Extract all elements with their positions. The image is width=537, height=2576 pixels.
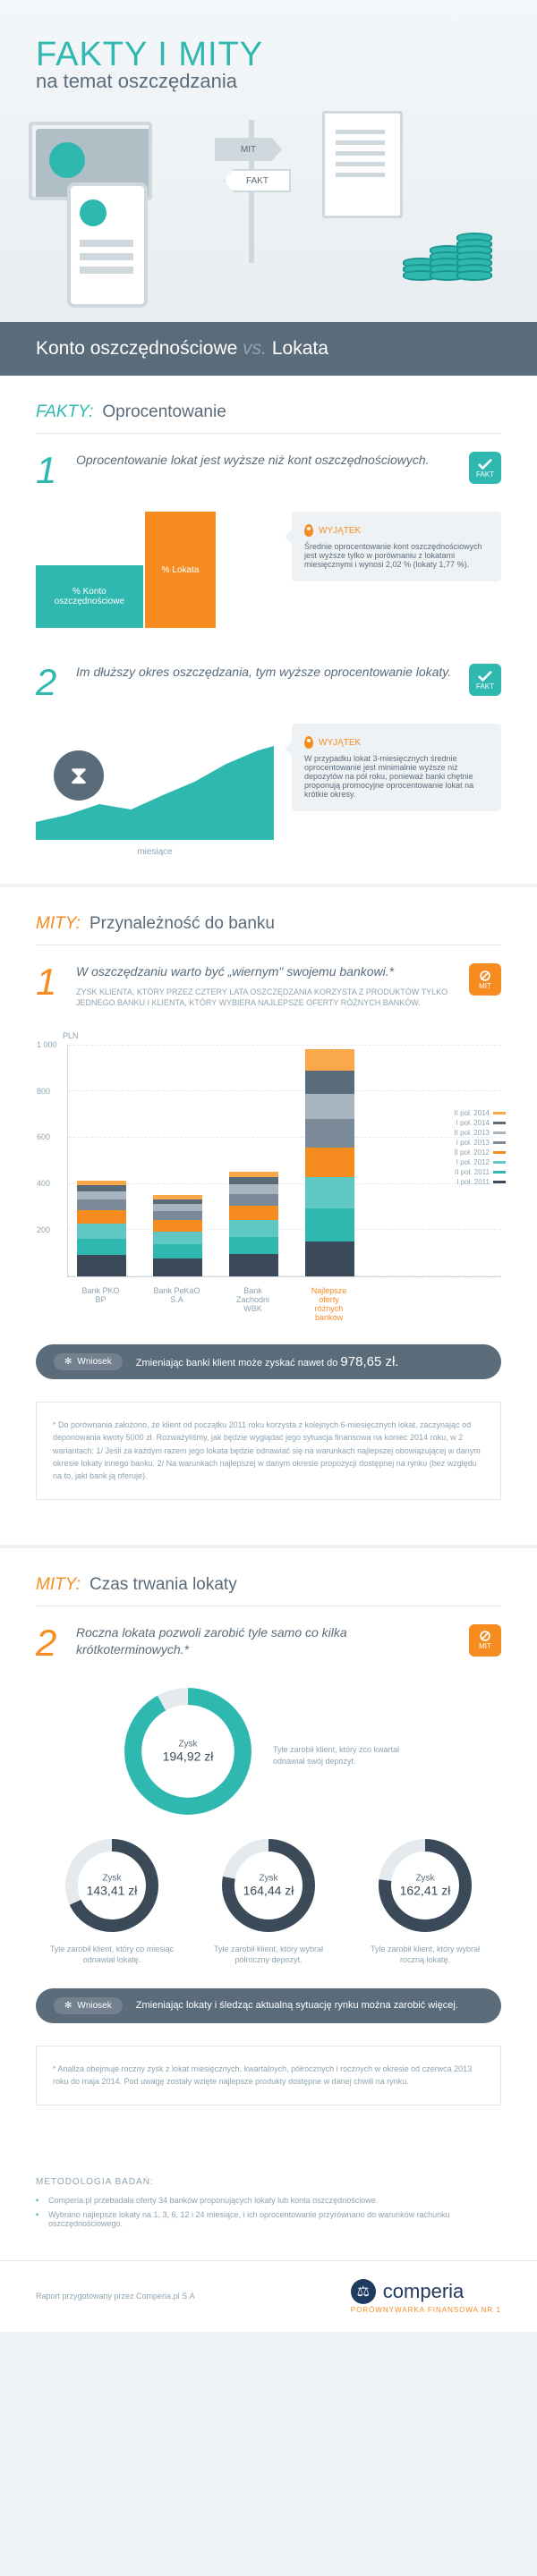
wniosek-2: ✻ Wniosek Zmieniając lokaty i śledząc ak… — [36, 1988, 501, 2023]
x-axis-label: miesiące — [36, 847, 274, 857]
mit-text: Roczna lokata pozwoli zarobić tyle samo … — [76, 1624, 456, 1662]
fact-number: 1 — [36, 452, 63, 489]
pin-icon — [304, 524, 313, 537]
donut-big: Zysk194,92 zł — [121, 1684, 255, 1818]
wniosek-label: ✻ Wniosek — [54, 1997, 123, 2014]
fact-2: 2 Im dłuższy okres oszczędzania, tym wyż… — [36, 664, 501, 701]
vs-right: Lokata — [272, 338, 328, 359]
note-1: * Do porównania założono, że klient od p… — [36, 1402, 501, 1500]
fact-number: 2 — [36, 664, 63, 701]
chart-area: miesiące WYJĄTEK W przypadku lokat 3-mie… — [36, 724, 501, 857]
subtitle: na temat oszczędzania — [36, 70, 501, 93]
mit-text: W oszczędzaniu warto być „wiernym" swoje… — [76, 963, 456, 1009]
scales-icon: ⚖ — [351, 2279, 376, 2304]
mit-badge: MIT — [469, 1624, 501, 1657]
section-title-mity1: MITY: Przynależność do banku — [36, 914, 501, 945]
mit-number: 1 — [36, 963, 63, 1009]
wniosek-1: ✻ Wniosek Zmieniając banki klient może z… — [36, 1344, 501, 1379]
vs-bar: Konto oszczędnościowe vs. Lokata — [0, 322, 537, 376]
brand-bar: Raport przygotowany przez Comperia.pl S.… — [0, 2260, 537, 2332]
pin-icon — [304, 736, 313, 749]
area-chart — [36, 733, 274, 840]
bar-konto: % Konto oszczędnościowe — [36, 565, 143, 628]
hourglass-icon — [54, 750, 104, 801]
vs-left: Konto oszczędnościowe — [36, 338, 237, 359]
y-ticks: 2004006008001 000 — [37, 1045, 57, 1276]
document-icon — [322, 111, 403, 218]
fakt-badge: FAKT — [469, 452, 501, 484]
section-fakty: FAKTY: Oprocentowanie 1 Oprocentowanie l… — [0, 376, 537, 884]
infographic-root: FAKTY I MITY na temat oszczędzania MIT F… — [0, 0, 537, 2332]
sign-fakt: FAKT — [224, 169, 291, 192]
chart-oprocentowanie: % Konto oszczędnościowe % Lokata WYJĄTEK… — [36, 512, 501, 637]
note-2: * Analiza obejmuje roczny zysk z lokat m… — [36, 2046, 501, 2106]
signpost-icon: MIT FAKT — [215, 120, 286, 263]
footer-methodology: METODOLOGIA BADAŃ: Comperia.pl przebadał… — [0, 2150, 537, 2260]
header: FAKTY I MITY na temat oszczędzania MIT F… — [0, 0, 537, 322]
fact-1: 1 Oprocentowanie lokat jest wyższe niż k… — [36, 452, 501, 489]
main-title: FAKTY I MITY — [36, 36, 501, 74]
mit-number: 2 — [36, 1624, 63, 1662]
fakt-badge: FAKT — [469, 664, 501, 696]
vs-word: vs. — [243, 338, 267, 359]
bar-lokata: % Lokata — [145, 512, 217, 628]
mit-badge: MIT — [469, 963, 501, 996]
section-mity-1: MITY: Przynależność do banku 1 W oszczęd… — [0, 884, 537, 1545]
callout-2: WYJĄTEK W przypadku lokat 3-miesięcznych… — [292, 724, 501, 811]
fact-text: Im dłuższy okres oszczędzania, tym wyższ… — [76, 664, 456, 701]
methodology-list: Comperia.pl przebadała oferty 34 banków … — [36, 2196, 501, 2228]
donut-charts: Zysk194,92 zł Tyle zarobił klient, który… — [36, 1684, 501, 1966]
section-title-mity2: MITY: Czas trwania lokaty — [36, 1575, 501, 1606]
phone-icon — [67, 182, 148, 308]
report-credit: Raport przygotowany przez Comperia.pl S.… — [36, 2292, 195, 2301]
hero-graphics: MIT FAKT — [36, 111, 501, 290]
callout-1: WYJĄTEK Średnie oprocentowanie kont oszc… — [292, 512, 501, 581]
donut-row: Zysk143,41 złTyle zarobił klient, który … — [45, 1836, 492, 1966]
chart-legend: II poł. 2014I poł. 2014II poł. 2013I poł… — [454, 1107, 506, 1188]
x-labels: Bank PKO BPBank PeKaO S.ABank Zachodni W… — [67, 1286, 501, 1322]
mit-1: 1 W oszczędzaniu warto być „wiernym" swo… — [36, 963, 501, 1009]
coins-icon — [403, 191, 492, 281]
mit-2: 2 Roczna lokata pozwoli zarobić tyle sam… — [36, 1624, 501, 1662]
wniosek-label: ✻ Wniosek — [54, 1353, 123, 1370]
fact-text: Oprocentowanie lokat jest wyższe niż kon… — [76, 452, 456, 489]
stacked-bar-chart: 2004006008001 000 II poł. 2014I poł. 201… — [67, 1045, 501, 1277]
section-title-fakty: FAKTY: Oprocentowanie — [36, 402, 501, 434]
stacked-chart-wrapper: PLN 2004006008001 000 II poł. 2014I poł.… — [67, 1031, 501, 1322]
brand-logo-block: ⚖ comperia PORÓWNYWARKA FINANSOWA NR 1 — [351, 2279, 501, 2314]
bar-chart-1: % Konto oszczędnościowe % Lokata — [36, 512, 274, 628]
section-mity-2: MITY: Czas trwania lokaty 2 Roczna lokat… — [0, 1545, 537, 2150]
comperia-logo: ⚖ comperia — [351, 2279, 501, 2304]
sign-mit: MIT — [215, 138, 282, 161]
